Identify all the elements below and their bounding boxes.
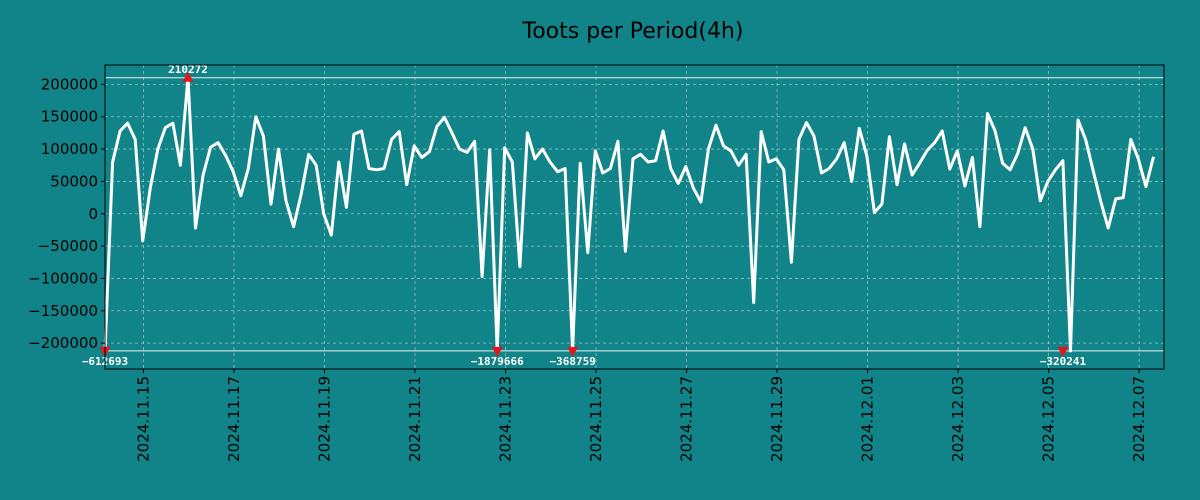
y-tick-label: −100000 [28, 269, 98, 287]
annotation-label: −368759 [549, 355, 595, 368]
annotation-marker [491, 346, 503, 357]
x-tick-label: 2024.11.17 [225, 376, 243, 462]
x-tick-label: 2024.11.29 [768, 376, 786, 462]
y-tick-label: −150000 [28, 302, 98, 320]
annotation-label: −320241 [1040, 355, 1087, 368]
series-layer [103, 76, 1155, 353]
series-line-toots [103, 76, 1155, 353]
x-tick-label: 2024.12.07 [1130, 376, 1148, 462]
x-tick-label: 2024.11.19 [315, 376, 333, 462]
reference-lines [105, 77, 1164, 352]
x-tick-label: 2024.12.01 [859, 376, 877, 462]
annotation-label: −1879666 [471, 355, 524, 368]
x-tick-label: 2024.11.15 [134, 376, 152, 462]
x-tick-label: 2024.11.23 [497, 376, 515, 462]
x-tick-label: 2024.12.03 [949, 376, 967, 462]
chart-title: Toots per Period(4h) [522, 19, 744, 44]
x-tick-label: 2024.11.25 [587, 376, 605, 462]
annotation-label: 210272 [168, 63, 208, 76]
y-tick-label: 100000 [41, 140, 98, 158]
x-tick-label: 2024.11.21 [406, 376, 424, 462]
y-tick-label: −200000 [28, 334, 98, 352]
y-axis-ticks: 200000 150000 100000 50000 0 −50000 −100000 −15… [28, 75, 105, 352]
y-tick-label: 150000 [41, 108, 98, 126]
y-tick-label: −50000 [38, 237, 98, 255]
plot-frame [104, 64, 1165, 370]
x-tick-label: 2024.11.27 [678, 376, 696, 462]
annotation-marker [1057, 346, 1069, 357]
grid-layer [105, 65, 1164, 369]
y-tick-label: 200000 [41, 75, 98, 93]
x-axis-ticks: 2024.11.15 2024.11.17 2024.11.19 2024.11.21… [134, 369, 1148, 462]
annotation-marker [182, 71, 194, 82]
annotation-marker [567, 346, 579, 357]
x-tick-label: 2024.12.05 [1040, 376, 1058, 462]
y-tick-label: 50000 [50, 172, 98, 190]
y-tick-label: 0 [88, 205, 98, 223]
